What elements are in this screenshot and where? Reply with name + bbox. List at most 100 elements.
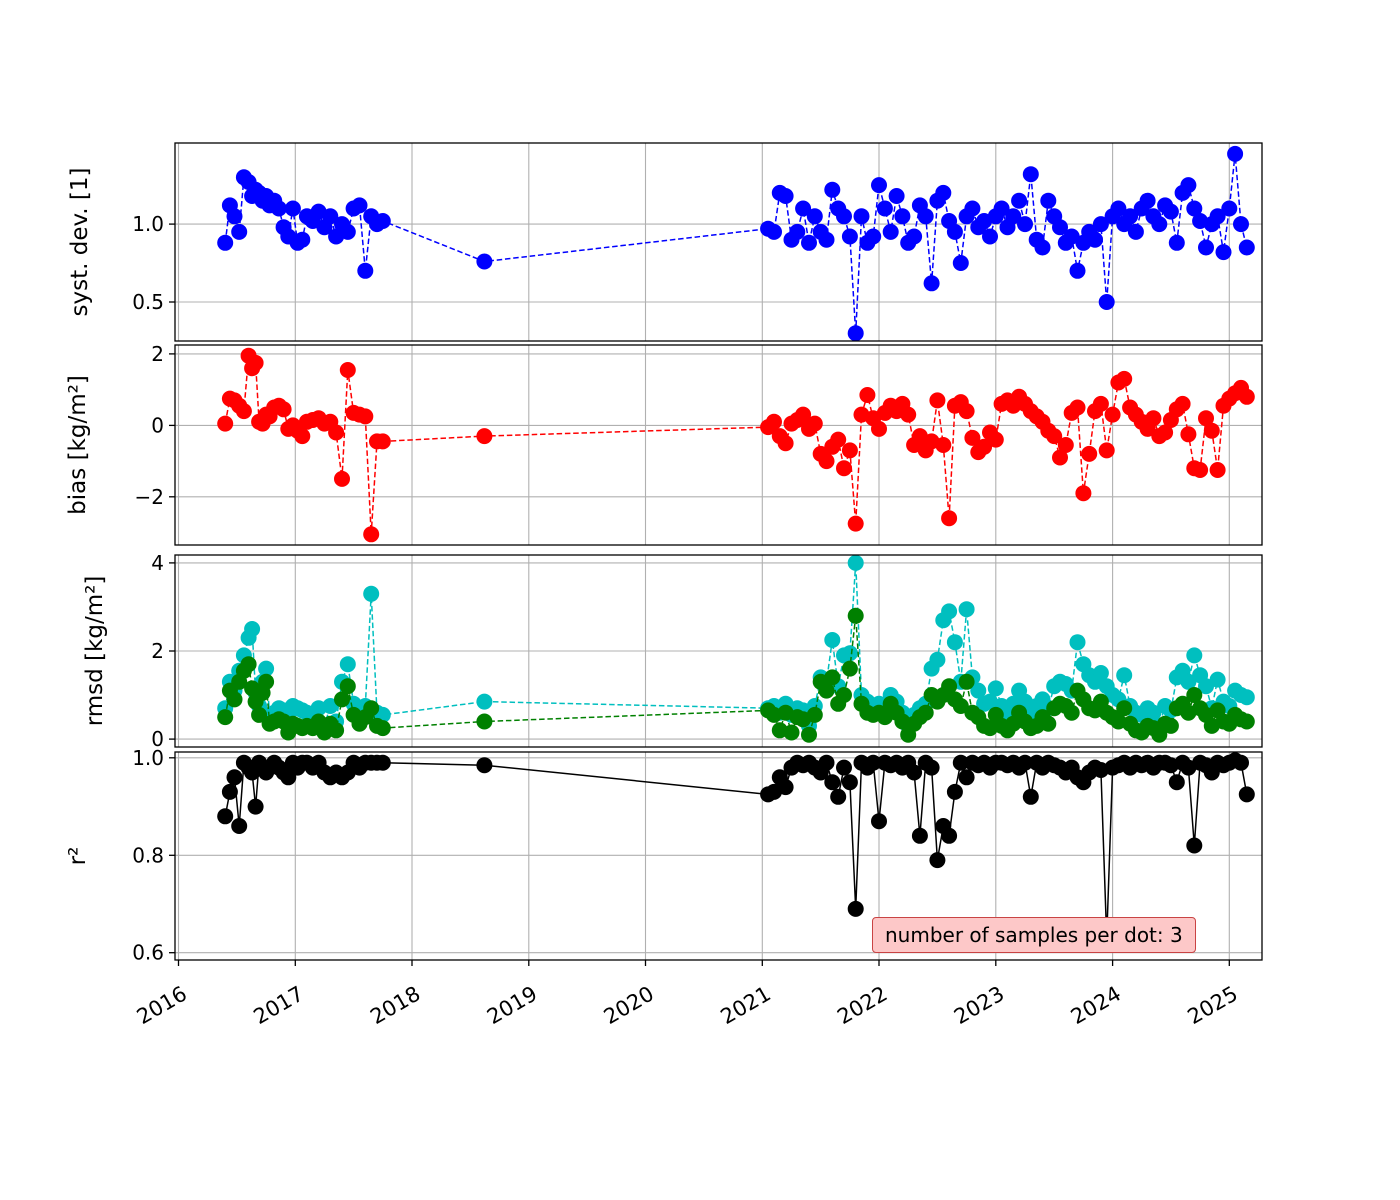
data-point [1168, 774, 1185, 791]
data-point [871, 420, 887, 437]
data-point [777, 188, 794, 204]
data-point [1233, 754, 1249, 771]
data-point [1221, 200, 1238, 217]
y-tick-label: 4 [151, 551, 164, 575]
data-point [1215, 244, 1232, 261]
data-point [824, 632, 841, 648]
data-point [941, 603, 958, 620]
data-point [1092, 395, 1109, 412]
data-point [1157, 424, 1174, 441]
data-point [894, 208, 911, 225]
y-tick-label: 0.5 [132, 290, 164, 314]
data-point [334, 691, 350, 708]
data-point [363, 585, 380, 602]
data-point [923, 759, 940, 776]
data-point [1110, 200, 1127, 217]
data-point [1116, 700, 1133, 717]
data-point [824, 181, 841, 198]
data-point [294, 428, 311, 445]
y-axis-label-syst-dev: syst. dev. [1] [67, 167, 93, 317]
data-point [1238, 713, 1255, 730]
data-point [929, 852, 946, 869]
data-point [231, 818, 248, 834]
data-point [987, 680, 1004, 697]
data-point [217, 808, 234, 825]
data-point [1075, 485, 1092, 502]
data-point [941, 827, 958, 844]
data-point [1186, 200, 1203, 217]
data-point [1098, 294, 1115, 310]
data-point [847, 554, 864, 571]
data-point [766, 413, 782, 430]
y-axis-label-r2: r² [65, 846, 91, 866]
panel-4: 0.6 0.8 1.0 2016 2017 2018 2019 2020 2021 2022 202… [132, 746, 1263, 1030]
data-point [275, 401, 292, 418]
data-point [226, 769, 243, 786]
data-point [801, 726, 817, 743]
data-point [1040, 715, 1057, 732]
data-point [363, 526, 380, 543]
data-point [1057, 437, 1074, 453]
data-point [476, 713, 493, 730]
panel-2: −2 0 2 [135, 342, 1263, 546]
x-tick-label: 2023 [950, 982, 1008, 1030]
data-point [322, 698, 339, 714]
panel-3: 0 2 4 [151, 551, 1263, 751]
data-point [929, 651, 946, 668]
data-point [1168, 234, 1185, 251]
data-point [1227, 145, 1244, 162]
data-point [806, 415, 823, 432]
data-point [911, 827, 928, 844]
y-tick-label: 1.0 [132, 746, 164, 770]
data-point [987, 431, 1004, 448]
data-point [284, 200, 301, 217]
data-point [958, 673, 975, 690]
data-point [1145, 704, 1162, 721]
data-point [847, 900, 864, 917]
data-point [1180, 177, 1197, 194]
data-point [841, 442, 858, 459]
y-tick-label: 0 [151, 413, 164, 437]
x-tick-label: 2024 [1067, 982, 1125, 1030]
data-point [818, 453, 835, 470]
data-point [847, 325, 864, 342]
data-point [841, 228, 858, 245]
data-point [935, 184, 952, 201]
data-point [1116, 667, 1133, 684]
data-point [231, 223, 248, 240]
data-point [888, 188, 905, 204]
data-point [946, 634, 963, 651]
data-point [1186, 647, 1203, 664]
samples-legend: number of samples per dot: 3 [872, 917, 1196, 953]
data-point [1238, 388, 1255, 405]
data-point [818, 682, 835, 699]
data-point [1005, 208, 1022, 225]
data-point [783, 724, 800, 741]
data-point [1198, 239, 1214, 256]
y-tick-label: 2 [151, 639, 164, 663]
y-tick-label: 2 [151, 342, 164, 366]
data-point [351, 197, 368, 214]
data-point [1022, 788, 1039, 805]
data-point [923, 275, 940, 292]
data-point [1186, 837, 1203, 854]
data-point [1017, 216, 1033, 233]
data-point [917, 704, 934, 721]
data-point [830, 788, 847, 805]
data-point [1162, 203, 1179, 220]
data-point [1233, 216, 1249, 233]
data-point [363, 700, 380, 717]
data-point [818, 231, 835, 248]
data-point [1069, 262, 1086, 279]
y-axis-label-rmsd: rmsd [kg/m²] [82, 575, 108, 727]
data-point [1052, 449, 1068, 466]
data-point [970, 682, 987, 699]
data-point [476, 757, 493, 774]
data-point [906, 228, 923, 245]
data-point [1238, 239, 1255, 256]
data-point [1198, 678, 1214, 695]
data-point [1011, 192, 1028, 209]
data-point [357, 262, 374, 279]
